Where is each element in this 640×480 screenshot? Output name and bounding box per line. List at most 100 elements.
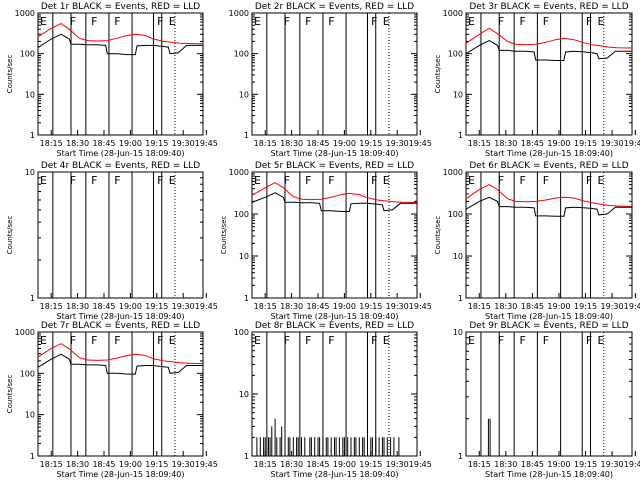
chart-8-ytick-label: 10: [239, 390, 249, 399]
chart-9-xtick-label: 19:15: [574, 460, 597, 469]
chart-6-flag: F: [519, 174, 525, 187]
chart-4-flag: E: [169, 174, 176, 187]
chart-3-xtick-label: 19:15: [574, 139, 597, 148]
chart-7-flag: F: [114, 334, 120, 347]
chart-2-xtick-label: 19:15: [359, 139, 382, 148]
chart-6-ytick-label: 1000: [443, 168, 463, 177]
chart-1-series-1: [37, 23, 203, 45]
chart-1-flag: E: [40, 15, 47, 28]
chart-1-xtick-label: 18:30: [66, 139, 89, 148]
chart-4-xtick-label: 18:30: [66, 302, 89, 311]
chart-4-xtick-label: 19:30: [172, 302, 195, 311]
chart-6-xtick-label: 19:00: [547, 302, 570, 311]
chart-6-xtick-label: 18:15: [468, 302, 491, 311]
chart-9-xtick-label: 19:00: [547, 460, 570, 469]
chart-6-ylabel: Counts/sec: [434, 216, 442, 255]
chart-9-xlabel: Start Time (28-Jun-15 18:09:40): [485, 470, 613, 479]
chart-5-flag: F: [305, 174, 311, 187]
chart-9-xtick-label: 18:15: [468, 460, 491, 469]
chart-8-xtick-label: 18:15: [254, 460, 277, 469]
chart-4-xtick-label: 18:45: [92, 302, 115, 311]
chart-2-xtick-label: 18:30: [280, 139, 303, 148]
chart-4-ytick-label: 1: [30, 294, 35, 303]
chart-6-series-1: [465, 184, 632, 207]
chart-1-flag: F: [91, 15, 97, 28]
chart-3-ytick-label: 1: [458, 131, 463, 140]
chart-5-ytick-label: 1: [244, 294, 249, 303]
chart-8-series-1: [256, 418, 400, 456]
chart-7-flag: F: [70, 334, 76, 347]
chart-5-xtick-label: 19:30: [386, 302, 409, 311]
chart-7-ytick-label: 1: [30, 452, 35, 461]
chart-9-xtick-label: 18:30: [494, 460, 517, 469]
chart-5-xlabel: Start Time (28-Jun-15 18:09:40): [271, 312, 399, 321]
chart-3-xlabel: Start Time (28-Jun-15 18:09:40): [485, 149, 613, 158]
chart-3-flag: F: [498, 15, 504, 28]
chart-1-xtick-label: 19:45: [195, 139, 218, 148]
chart-1-frame: [37, 12, 204, 136]
chart-7-xtick-label: 18:15: [40, 460, 63, 469]
chart-7-series-1: [37, 343, 203, 364]
chart-8-xtick-label: 19:15: [359, 460, 382, 469]
chart-1-title: Det 1r BLACK = Events, RED = LLD: [41, 2, 200, 12]
chart-6-xtick-label: 18:45: [521, 302, 544, 311]
chart-2-xtick-label: 18:15: [254, 139, 277, 148]
chart-9-frame: [465, 331, 633, 457]
chart-3-xtick-label: 19:45: [624, 139, 640, 148]
chart-7-xtick-label: 18:45: [92, 460, 115, 469]
chart-5-flag: E: [383, 174, 390, 187]
chart-3-series-2: [465, 40, 632, 61]
chart-1-flag: E: [169, 15, 176, 28]
chart-4-xtick-label: 19:45: [195, 302, 218, 311]
chart-9-xtick-label: 18:45: [521, 460, 544, 469]
chart-4-flag: F: [114, 174, 120, 187]
chart-8-xtick-label: 19:45: [409, 460, 432, 469]
chart-8-flag: F: [371, 334, 377, 347]
chart-8-flag: F: [305, 334, 311, 347]
chart-8-xlabel: Start Time (28-Jun-15 18:09:40): [271, 470, 399, 479]
chart-3-xtick-label: 19:00: [547, 139, 570, 148]
chart-6-flag: F: [586, 174, 592, 187]
chart-1-xtick-label: 19:00: [119, 139, 142, 148]
chart-4-xtick-label: 19:00: [119, 302, 142, 311]
chart-8-xtick-label: 18:30: [280, 460, 303, 469]
chart-3-series-1: [465, 27, 632, 49]
chart-1-ylabel: Counts/sec: [6, 55, 14, 94]
chart-5-xtick-label: 18:15: [254, 302, 277, 311]
chart-1-ytick-label: 1000: [15, 9, 35, 18]
chart-9-title: Det 9r BLACK = Events, RED = LLD: [469, 321, 628, 331]
chart-6-flag: E: [597, 174, 604, 187]
chart-5-ytick-label: 1000: [229, 168, 249, 177]
chart-3-xtick-label: 18:30: [494, 139, 517, 148]
chart-5-flag: F: [328, 174, 334, 187]
chart-5-flag: F: [284, 174, 290, 187]
chart-4-frame: [37, 171, 204, 299]
chart-5-flag: F: [371, 174, 377, 187]
chart-5-series-1: [251, 182, 417, 203]
chart-1-ytick-label: 1: [30, 131, 35, 140]
chart-8-ytick-label: 100: [234, 328, 249, 337]
chart-6-ytick-label: 1: [458, 294, 463, 303]
chart-2-flag: E: [254, 15, 261, 28]
chart-7-ytick-label: 100: [20, 369, 35, 378]
chart-5-series-2: [251, 192, 417, 212]
chart-5-ytick-label: 100: [234, 210, 249, 219]
chart-2-flag: F: [328, 15, 334, 28]
chart-5-xtick-label: 18:30: [280, 302, 303, 311]
chart-6-title: Det 6r BLACK = Events, RED = LLD: [469, 161, 628, 171]
chart-5-xtick-label: 19:45: [409, 302, 432, 311]
chart-9-xtick-label: 19:30: [601, 460, 624, 469]
chart-9-ytick-label: 1: [458, 452, 463, 461]
chart-6-xtick-label: 19:45: [624, 302, 640, 311]
chart-9-xtick-label: 19:45: [624, 460, 640, 469]
chart-2-ytick-label: 1000: [229, 9, 249, 18]
chart-3-title: Det 3r BLACK = Events, RED = LLD: [469, 2, 628, 12]
chart-7-xtick-label: 19:00: [119, 460, 142, 469]
chart-1-ytick-label: 10: [25, 90, 35, 99]
chart-3-frame: [465, 12, 633, 136]
chart-2-xtick-label: 19:30: [386, 139, 409, 148]
chart-6-ytick-label: 10: [453, 252, 463, 261]
chart-1-ytick-label: 100: [20, 50, 35, 59]
chart-2-flag: E: [383, 15, 390, 28]
